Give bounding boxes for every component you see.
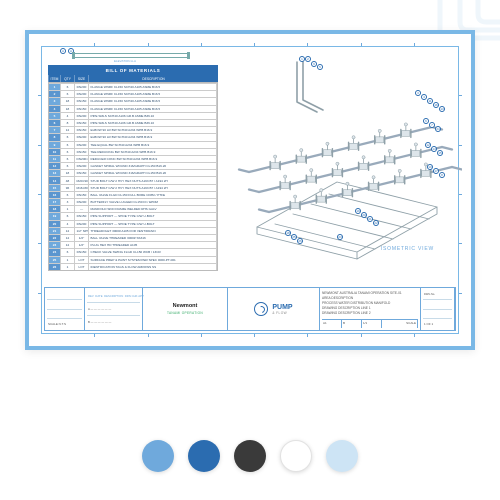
balloon-icon: A [60,48,66,54]
drawing-description: NEWMONT AUSTRALIA TANAMI OPERATION SITE-… [320,288,421,330]
elevation-label: ELEVATION A-A [114,59,136,63]
bom-row: 318DN150FLANGE WNRF CL150 SCH40 A105 ASM… [49,97,217,104]
swatch [326,440,358,472]
tb-zone-ref: SCALE N.T.S [45,288,85,330]
callout-balloon: 4 [421,94,427,100]
bom-row: 166DN150BALL VALVE FLGD CL150 FULL BORE … [49,191,217,198]
bom-row: 96DN200TEE EQUAL BW SCH40 A234 WPB B16.9 [49,141,217,148]
bom-row: 173DN200BUTTERFLY VALVE LUGGED CL150 DI … [49,198,217,205]
callout-balloon: 8 [439,172,445,178]
bom-row: 251LOTSURFACE PREP & PAINT SYSTEM PER SP… [49,256,217,263]
bom-row: 418DN150FLANGE WNRF CL150 SCH40 A105 ASM… [49,105,217,112]
callout-balloon: 3 [415,90,421,96]
callout-balloon: 14 [431,146,437,152]
title-block: SCALE N.T.S REV DATE DESCRIPTION DRN CHK… [44,287,456,331]
swatch [142,440,174,472]
bom-row: 126DN200GASKET SPIRAL WOUND 316/GRAPH CL… [49,162,217,169]
bom-row: 86DN200ELBOW 90 LR BW SCH40 A234 WPB B16… [49,133,217,140]
callout-balloon: 12 [425,142,431,148]
callout-balloon: 13 [439,106,445,112]
isometric-view: ISOMETRIC VIEW 1295341116136724121415101… [227,52,462,262]
bom-row: 1448M20×90STUD BOLT C/W 2 HVY HEX NUTS A… [49,176,217,183]
bom-row: 16DN200FLANGE WNRF CL150 SCH40 A105 ASME… [49,83,217,90]
bom-row: 68DN150PIPE SMLS SCH40 A106 GR.B ASME B3… [49,119,217,126]
bom-row: 1596M16×80STUD BOLT C/W 2 HVY HEX NUTS A… [49,184,217,191]
bom-row: 246DN150CHECK VALVE SWING FLGD CL150 WCB… [49,248,217,255]
callout-balloon: 2 [305,56,311,62]
tb-sheet-number: DWG No. 1 OF 1 [421,288,455,330]
callout-balloon: 16 [433,102,439,108]
contractor-logo: PUMP & FLOW [228,288,320,330]
callout-balloon: 21 [367,216,373,222]
callout-balloon: 26 [297,238,303,244]
callout-balloon: 10 [427,164,433,170]
iso-caption: ISOMETRIC VIEW [381,246,434,252]
bom-row: 181—MANIFOLD SKID FRAME WELDED RHS GALV [49,205,217,212]
bom-row: 1318DN150GASKET SPIRAL WOUND 316/GRAPH C… [49,169,217,176]
swatch [234,440,266,472]
bom-row: 23121/2"PLUG HEX HD THREADED A105 [49,241,217,248]
bom-row: 22121/2"BALL VALVE THREADED 3000# SS316 [49,234,217,241]
bom-row: 196DN150PIPE SUPPORT — SHOE TYPE C/W U-B… [49,212,217,219]
callout-balloon: 7 [429,122,435,128]
elevation-view: A A ELEVATION A-A [56,49,206,63]
swatch [280,440,312,472]
callout-balloon: 6 [423,118,429,124]
color-palette [0,440,500,472]
callout-balloon: 5 [317,64,323,70]
bom-row: 204DN200PIPE SUPPORT — SHOE TYPE C/W U-B… [49,220,217,227]
callout-balloon: 15 [437,150,443,156]
callout-balloon: 11 [427,98,433,104]
callout-balloon: 23 [337,234,343,240]
client-logo: Newmont TANAMI OPERATION [143,288,228,330]
callout-balloon: 20 [361,212,367,218]
callout-balloon: 18 [285,230,291,236]
callout-balloon: 25 [291,234,297,240]
bom-row: 21121/2" NPTTHREADOLET 3000# A105 FOR VE… [49,227,217,234]
bom-row: 116DN200×150REDUCER CONC BW SCH40 A234 W… [49,155,217,162]
callout-balloon: 19 [355,208,361,214]
bill-of-materials: BILL OF MATERIALS ITEM QTY SIZE DESCRIPT… [48,65,218,271]
swatch [188,440,220,472]
bom-row: 26DN200FLANGE WNRF CL150 SCH40 A105 ASME… [49,90,217,97]
callout-balloon: 24 [435,126,441,132]
drawing-sheet: A A ELEVATION A-A BILL OF MATERIALS ITEM… [25,30,475,350]
bom-title: BILL OF MATERIALS [48,65,218,75]
callout-balloon: 17 [433,168,439,174]
bom-row: 106DN150TEE REDUCING BW SCH40 A234 WPB B… [49,148,217,155]
bom-row: 54DN200PIPE SMLS SCH40 A106 GR.B ASME B3… [49,112,217,119]
bom-row: 712DN150ELBOW 90 LR BW SCH40 A234 WPB B1… [49,126,217,133]
callout-balloon: 22 [373,220,379,226]
bom-row: 261LOTIDENTIFICATION TAGS & FLOW ARROWS … [49,263,217,270]
tb-revisions: REV DATE DESCRIPTION DRN CHK APP A — — —… [85,288,143,330]
bom-column-headers: ITEM QTY SIZE DESCRIPTION [48,75,218,82]
inner-frame: A A ELEVATION A-A BILL OF MATERIALS ITEM… [41,46,459,334]
